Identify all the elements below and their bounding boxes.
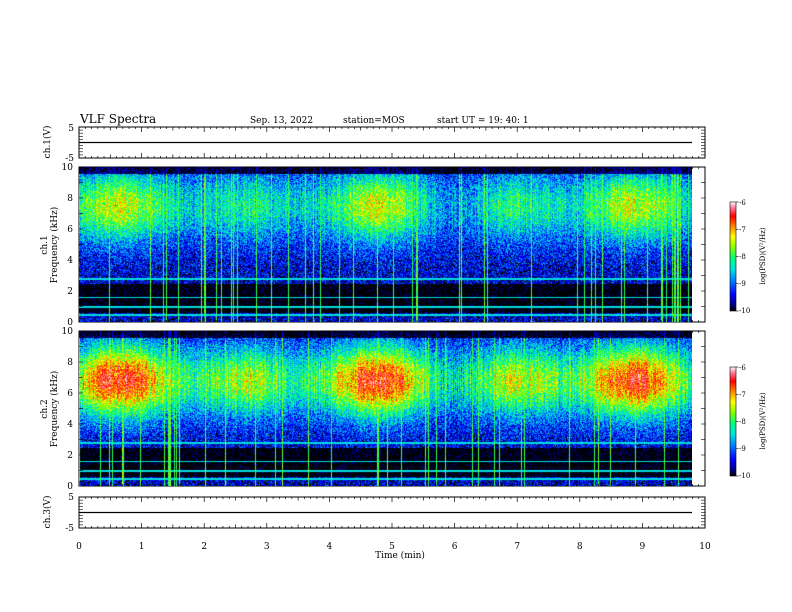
ch3-waveform-ticks: [78, 497, 706, 528]
ch1-waveform-ticks: [78, 127, 706, 158]
cb2-tick-m8: -8: [739, 418, 746, 426]
x-tick-label: 9: [640, 542, 646, 552]
station-label: station=MOS: [343, 116, 405, 126]
cb1-tick-m8: -8: [739, 253, 746, 261]
ch2-ytick-8: 8: [67, 358, 73, 368]
cb2-label: log(PSD)(V²/Hz): [759, 392, 767, 449]
ch1-channel-label: ch.1: [40, 235, 50, 254]
ch2-spectrogram-image: [79, 331, 692, 486]
figure-title: VLF Spectra: [79, 112, 156, 126]
ch1-ytick-0: 0: [67, 318, 73, 328]
date-label: Sep. 13, 2022: [250, 116, 313, 126]
x-tick-labels: 0 1 2 3 4 5 6 7 8 9 10: [76, 542, 711, 552]
ch2-ytick-10: 10: [62, 327, 74, 337]
ch1-ytick-bottom: -5: [65, 154, 74, 164]
ch1-ytick-top: 5: [68, 124, 74, 134]
ch1-spectrogram-panel: 0 2 4 6 8 10 ch.1 Frequency (kHz): [40, 163, 706, 328]
ch1-waveform-panel: 5 -5 ch.1(V): [42, 124, 706, 164]
cb1-tick-m9: -9: [739, 280, 746, 288]
ch2-spectrogram-ticks: [78, 331, 706, 486]
ch1-ytick-8: 8: [67, 194, 73, 204]
ch3-ylabel: ch.3(V): [42, 496, 53, 529]
ch1-spectrogram-image: [79, 167, 692, 322]
ch2-colorbar: -6 -7 -8 -9 -10 log(PSD)(V²/Hz): [729, 364, 767, 480]
ch1-ylabel: ch.1(V): [42, 126, 53, 159]
ch2-channel-label: ch.2: [40, 399, 50, 418]
x-tick-label: 8: [577, 542, 583, 552]
ch1-ytick-6: 6: [67, 225, 73, 235]
ch1-frequency-label: Frequency (kHz): [49, 207, 60, 284]
x-tick-label: 7: [514, 542, 520, 552]
cb2-tick-m10: -10: [739, 472, 750, 480]
ch2-frequency-label: Frequency (kHz): [49, 371, 60, 448]
cb1-label: log(PSD)(V²/Hz): [759, 227, 767, 284]
cb2-tick-m6: -6: [739, 364, 746, 372]
cb1-tick-m10: -10: [739, 307, 750, 315]
ch1-ytick-2: 2: [67, 287, 73, 297]
x-tick-label: 5: [389, 542, 395, 552]
x-tick-label: 6: [452, 542, 458, 552]
x-axis-label: Time (min): [375, 550, 425, 561]
x-tick-label: 4: [327, 542, 333, 552]
ch2-ytick-4: 4: [67, 420, 73, 430]
cb2-tick-m7: -7: [739, 391, 746, 399]
ch1-ytick-4: 4: [67, 256, 73, 266]
ch2-ytick-2: 2: [67, 451, 73, 461]
x-tick-label: 0: [76, 542, 82, 552]
x-tick-label: 10: [699, 542, 711, 552]
ch1-colorbar: -6 -7 -8 -9 -10 log(PSD)(V²/Hz): [729, 199, 767, 315]
ch3-ytick-top: 5: [68, 493, 74, 503]
cb1-tick-m7: -7: [739, 226, 746, 234]
ch1-ytick-10: 10: [62, 163, 74, 173]
ch3-waveform-panel: 5 -5 ch.3(V): [42, 493, 706, 534]
ch2-ytick-6: 6: [67, 389, 73, 399]
cb1-tick-m6: -6: [739, 199, 746, 207]
ch1-spectrogram-ticks: [78, 167, 706, 322]
ch2-ytick-0: 0: [67, 482, 73, 492]
ch2-spectrogram-panel: 0 2 4 6 8 10 ch.2 Frequency (kHz): [40, 327, 706, 492]
x-tick-label: 1: [139, 542, 145, 552]
ch3-ytick-bottom: -5: [65, 524, 74, 534]
x-tick-label: 2: [201, 542, 207, 552]
cb2-tick-m9: -9: [739, 445, 746, 453]
start-time-label: start UT = 19: 40: 1: [437, 116, 529, 126]
x-tick-label: 3: [264, 542, 270, 552]
